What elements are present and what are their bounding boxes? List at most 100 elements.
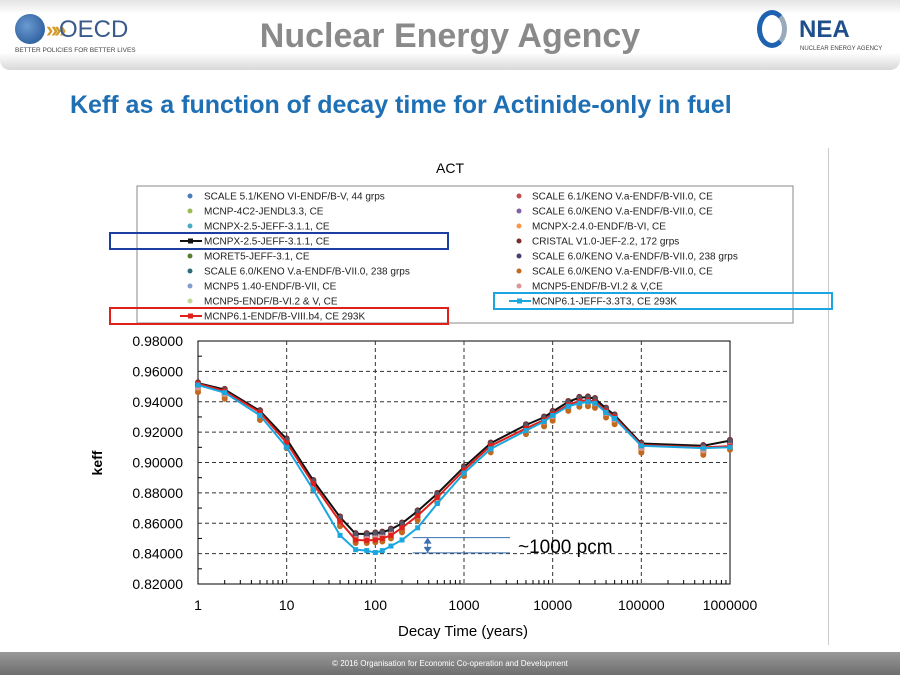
legend-label: MCNP5-ENDF/B-VI.2 & V,CE [532,282,663,293]
scatter-point [221,395,228,402]
legend-label: SCALE 6.1/KENO V.a-ENDF/B-VII.0, CE [532,192,713,203]
legend-label: MCNP5 1.40-ENDF/B-VII, CE [204,282,337,293]
line-marker [415,513,421,519]
legend-marker [516,223,522,229]
line-marker [372,530,378,536]
series-line [197,382,731,542]
line-marker [488,443,494,449]
legend-label: MCNP6.1-ENDF/B-VIII.b4, CE 293K [204,312,365,323]
line-marker [388,526,394,532]
line-marker [284,444,290,450]
legend-marker [187,223,193,229]
line-marker [541,418,547,424]
line-marker [257,409,263,415]
line-marker [399,520,405,526]
line-marker [727,444,733,450]
scatter-point [549,417,556,424]
scatter-point [541,423,548,430]
x-axis-title: Decay Time (years) [398,623,528,640]
x-tick-label: 10 [279,597,295,613]
line-marker [364,531,370,537]
legend: SCALE 5.1/KENO VI-ENDF/B-V, 44 grps MCNP-… [109,192,833,325]
oecd-logo: »» OECD BETTER POLICIES FOR BETTER LIVES [15,14,145,56]
legend-marker [187,268,193,274]
line-marker [415,508,421,514]
legend-label: SCALE 6.0/KENO V.a-ENDF/B-VII.0, 238 grp… [532,252,738,263]
line-marker [638,443,644,449]
legend-marker [516,238,522,244]
legend-label: MCNPX-2.5-JEFF-3.1.1, CE [204,237,330,248]
annotation-label: ~1000 pcm [518,537,613,558]
line-marker [550,412,556,418]
line-marker [576,400,582,406]
nea-tagline: NUCLEAR ENERGY AGENCY [800,46,883,52]
line-marker [585,399,591,405]
highlight-box [109,307,449,325]
y-tick-label: 0.86000 [132,515,183,531]
oecd-wordmark: OECD [59,16,129,43]
legend-marker [516,283,522,289]
line-marker [461,470,467,476]
line-marker [310,481,316,487]
line-marker [337,519,343,525]
line-marker [415,525,421,531]
line-marker [379,548,385,554]
legend-marker [516,193,522,199]
line-marker [364,537,370,543]
y-tick-label: 0.84000 [132,546,183,562]
line-marker [364,548,370,554]
scatter-point [611,421,618,428]
line-marker [353,547,359,553]
arrowhead-icon [423,537,432,553]
line-marker [399,525,405,531]
legend-marker [188,313,193,319]
line-marker [523,428,529,434]
scatter-point [603,414,610,421]
y-tick-label: 0.90000 [132,455,183,471]
legend-label: SCALE 6.0/KENO V.a-ENDF/B-VII.0, CE [532,267,713,278]
legend-label: MCNP6.1-JEFF-3.3T3, CE 293K [532,297,677,308]
scatter-point [399,529,406,536]
highlight-box [109,232,449,250]
scatter-point [700,451,707,458]
line-marker [388,532,394,538]
legend-label: MCNP5-ENDF/B-VI.2 & V, CE [204,297,338,308]
legend-marker [516,268,522,274]
slide-title: Keff as a function of decay time for Act… [70,91,732,119]
legend-label: SCALE 5.1/KENO VI-ENDF/B-V, 44 grps [204,192,385,203]
legend-box [136,185,794,324]
line-marker [399,537,405,543]
highlight-box [493,292,833,310]
legend-label: MCNPX-2.4.0-ENDF/B-VI, CE [532,222,666,233]
chart-title: ACT [436,160,464,176]
line-marker [603,409,609,415]
line-marker [565,403,571,409]
line-marker [727,438,733,444]
line-marker [379,535,385,541]
line-marker [372,550,378,556]
legend-marker [187,253,193,259]
line-marker [461,467,467,473]
line-marker [434,494,440,500]
globe-icon [15,14,45,44]
line-marker [222,390,228,396]
scatter-point [638,449,645,456]
series-line [197,382,731,535]
x-tick-label: 1 [194,597,202,613]
chevrons-icon: »» [46,17,67,42]
line-marker [337,532,343,538]
scatter-point [591,404,598,411]
line-marker [488,446,494,452]
line-marker [592,400,598,406]
nea-wordmark: NEA [799,16,850,43]
line-marker [353,537,359,543]
legend-marker [187,298,193,304]
agency-title: Nuclear Energy Agency [259,17,641,55]
x-tick-label: 100000 [618,597,665,613]
legend-marker [187,208,193,214]
nea-logo: NEA NUCLEAR ENERGY AGENCY [757,10,892,60]
divider [828,148,829,645]
legend-marker [187,193,193,199]
nea-ring-icon [757,10,787,48]
line-marker [284,440,290,446]
